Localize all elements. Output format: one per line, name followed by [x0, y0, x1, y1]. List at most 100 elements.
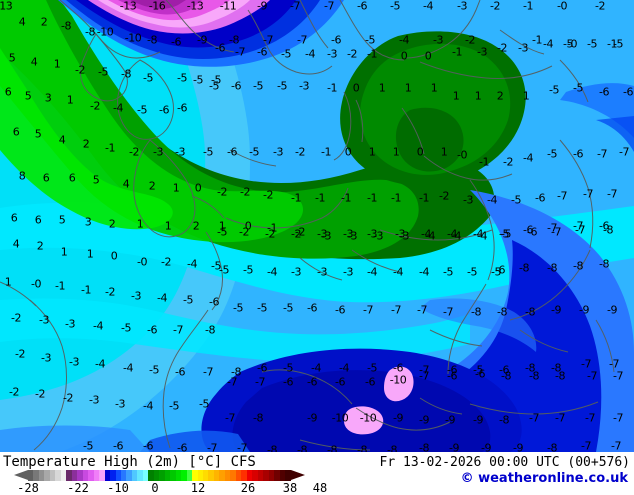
grid-value-label: -0 — [31, 277, 41, 291]
colorbar-swatch — [115, 470, 121, 481]
grid-value-label: 4 — [58, 133, 66, 147]
grid-value-label: -4 — [425, 229, 435, 243]
grid-value-label: -7 — [583, 187, 593, 201]
grid-value-label: -13 — [0, 0, 13, 13]
grid-value-label: -1 — [391, 191, 401, 205]
grid-value-label: 6 — [10, 211, 18, 225]
grid-value-label: -5 — [253, 79, 263, 93]
grid-value-label: -4 — [447, 227, 457, 241]
colorbar-tick: -10 — [107, 481, 129, 495]
grid-value-label: -0 — [567, 37, 577, 51]
grid-value-label: 2 — [40, 15, 48, 29]
map-title: Temperature High (2m) [°C] CFS — [3, 454, 256, 470]
grid-value-label: -6 — [475, 367, 485, 381]
colorbar-swatch — [71, 470, 78, 481]
colorbar-swatch — [148, 470, 154, 481]
grid-value-label: -9 — [513, 441, 523, 453]
grid-value-label: 0 — [416, 145, 424, 159]
grid-value-label: -1 — [452, 45, 462, 59]
colorbar-left-arrow — [14, 470, 28, 480]
grid-value-label: -6 — [307, 301, 317, 315]
grid-value-label: -7 — [607, 187, 617, 201]
colorbar-swatch — [60, 470, 67, 481]
grid-value-label: -3 — [457, 0, 467, 13]
grid-value-label: -6 — [147, 323, 157, 337]
grid-value-label: -4 — [421, 227, 431, 241]
grid-value-label: -3 — [153, 145, 163, 159]
colorbar-swatch — [88, 470, 94, 481]
grid-value-label: 2 — [82, 137, 90, 151]
grid-value-label: -6 — [447, 369, 457, 383]
grid-value-label: -3 — [175, 145, 185, 159]
grid-value-label: -5 — [587, 37, 597, 51]
colorbar-swatch — [181, 470, 187, 481]
grid-value-label: -8 — [497, 305, 507, 319]
grid-value-label: -6 — [623, 85, 633, 99]
colorbar-swatch — [93, 470, 100, 481]
grid-value-label: -1 — [291, 191, 301, 205]
grid-value-label: -5 — [183, 293, 193, 307]
grid-value-label: -3 — [115, 397, 125, 411]
colorbar-swatch — [38, 470, 45, 481]
grid-value-label: -4 — [123, 361, 133, 375]
grid-value-label: -4 — [93, 319, 103, 333]
grid-value-label: -5 — [549, 83, 559, 97]
grid-value-label: -2 — [240, 185, 250, 199]
grid-value-label: -7 — [555, 411, 565, 425]
grid-value-label: -8 — [327, 443, 337, 453]
grid-value-label: -3 — [343, 265, 353, 279]
colorbar-swatch — [28, 470, 34, 481]
grid-value-label: -5 — [209, 79, 219, 93]
grid-value-label: -6 — [159, 103, 169, 117]
grid-value-label: -8 — [297, 443, 307, 453]
colorbar-swatch — [192, 470, 198, 481]
grid-value-label: -4 — [477, 229, 487, 243]
colorbar-swatch — [82, 470, 89, 481]
grid-value-label: -4 — [339, 361, 349, 375]
grid-value-label: -9 — [481, 441, 491, 453]
grid-value-label: -5 — [277, 79, 287, 93]
grid-value-label: 1 — [474, 89, 482, 103]
grid-value-label: 4 — [30, 55, 38, 69]
grid-value-label: -9 — [579, 303, 589, 317]
grid-value-label: 5 — [8, 51, 16, 65]
grid-value-label: -9 — [445, 413, 455, 427]
colorbar-tick: 0 — [151, 481, 159, 495]
grid-value-label: -5 — [283, 361, 293, 375]
grid-value-label: -6 — [523, 223, 533, 237]
grid-value-label: 0 — [400, 49, 408, 63]
grid-value-label: -9 — [393, 411, 403, 425]
grid-value-label: -2 — [465, 33, 475, 47]
grid-value-label: 2 — [108, 217, 116, 231]
grid-value-label: -3 — [299, 79, 309, 93]
grid-value-label: -5 — [491, 265, 501, 279]
grid-value-label: -8 — [229, 33, 239, 47]
colorbar-swatch — [126, 470, 132, 481]
grid-value-label: -5 — [501, 227, 511, 241]
grid-value-label: -3 — [39, 313, 49, 327]
grid-value-label: 4 — [18, 15, 26, 29]
grid-value-label: 1 — [392, 145, 400, 159]
grid-value-label: 1 — [86, 247, 94, 261]
grid-value-label: -3 — [343, 227, 353, 241]
grid-value-label: -10 — [359, 411, 377, 425]
grid-value-label: -5 — [281, 47, 291, 61]
grid-value-label: -9 — [449, 441, 459, 453]
grid-value-label: 5 — [34, 127, 42, 141]
grid-value-label: 1 — [53, 57, 61, 71]
grid-value-label: -7 — [587, 369, 597, 383]
grid-value-label: -10 — [331, 411, 349, 425]
grid-value-label: -3 — [399, 229, 409, 243]
temperature-colorbar[interactable]: -28 -22 -10 0 12 26 38 48 — [0, 470, 330, 495]
grid-value-label: -2 — [265, 227, 275, 241]
temperature-map[interactable]: -13-13-16-13-11-9-7-7-6-5-4-3-2-1-0-242-… — [0, 0, 634, 452]
grid-value-label: -5 — [249, 145, 259, 159]
grid-value-label: -11 — [219, 0, 237, 13]
grid-value-label: -2 — [295, 145, 305, 159]
grid-value-label: -8 — [147, 33, 157, 47]
grid-value-label: -2 — [75, 63, 85, 77]
grid-value-label: -3 — [477, 45, 487, 59]
copyright-credit: © weatheronline.co.uk — [460, 471, 628, 486]
grid-value-label: 0 — [424, 49, 432, 63]
